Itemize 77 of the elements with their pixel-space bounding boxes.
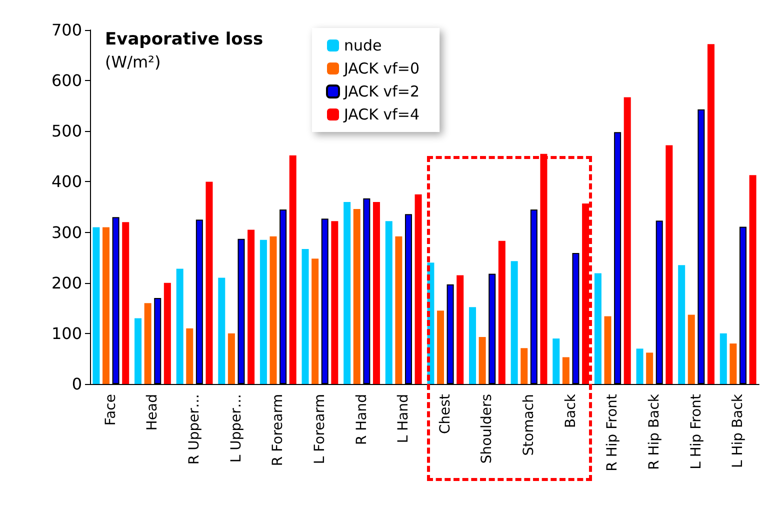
bar [666, 145, 673, 384]
bar [144, 303, 152, 384]
x-tick-label: L Hip Front [688, 393, 704, 470]
bar [312, 258, 319, 384]
bar [594, 273, 602, 384]
bar [176, 268, 184, 384]
y-tick-label: 200 [51, 273, 82, 292]
bar [289, 155, 296, 384]
x-tick-label: L Upper… [228, 394, 244, 463]
y-tick-label: 400 [51, 172, 82, 192]
bar [646, 352, 654, 384]
bar [248, 230, 255, 384]
bar [395, 236, 402, 384]
bar [331, 221, 338, 384]
y-tick-label: 100 [51, 324, 82, 343]
bar [302, 248, 309, 384]
bar [353, 209, 360, 384]
x-tick-label: L Forearm [312, 394, 328, 464]
bar [372, 202, 380, 384]
bar [102, 227, 110, 384]
bar [562, 357, 570, 384]
bar [414, 194, 422, 384]
y-tick-label: 700 [51, 20, 82, 40]
bar [707, 44, 714, 384]
legend-label: JACK vf=4 [343, 106, 420, 124]
x-tick-label: Stomach [521, 394, 538, 456]
legend-label: nude [344, 36, 382, 54]
bar [164, 282, 171, 384]
bar [688, 314, 695, 384]
y-tick-label: 600 [51, 71, 82, 90]
bar [540, 154, 548, 384]
x-tick-label: L Hand [396, 394, 412, 444]
legend-label: JACK vf=2 [343, 82, 420, 100]
bar [218, 278, 226, 384]
y-tick-label: 500 [51, 122, 82, 141]
bar [636, 348, 644, 384]
bar [730, 344, 737, 384]
chart-title: Evaporative loss [105, 30, 264, 50]
bar [437, 310, 444, 384]
bar [510, 261, 518, 384]
bar [582, 203, 590, 384]
x-tick-label: L Hip Back [730, 393, 746, 468]
y-tick-label: 0 [72, 374, 82, 394]
bar [92, 227, 100, 384]
bar [270, 236, 277, 384]
bar [186, 328, 194, 384]
legend-label: JACK vf=0 [343, 60, 420, 78]
bar [206, 182, 213, 384]
x-tick-label: R Forearm [270, 394, 286, 466]
x-tick-label: Head [144, 394, 161, 431]
bar [134, 318, 142, 384]
bar [604, 316, 612, 384]
x-tick-label: R Hip Back [646, 393, 662, 470]
bar [720, 333, 727, 384]
x-tick-label: R Upper… [186, 394, 203, 465]
bar [498, 240, 506, 384]
text: (W/m²) [105, 52, 161, 72]
bar [385, 221, 392, 384]
x-tick-label: R Hand [354, 394, 370, 446]
bar [469, 307, 476, 384]
bar [228, 333, 235, 384]
bar [749, 175, 756, 384]
bar [624, 97, 631, 384]
x-tick-label: Shoulders [479, 394, 496, 464]
x-tick-label: Chest [437, 393, 454, 434]
bar [478, 336, 486, 384]
bar [122, 222, 130, 384]
bar [520, 348, 528, 384]
x-tick-label: R Hip Front [604, 393, 621, 472]
bar [552, 338, 560, 384]
y-tick-label: 300 [51, 222, 82, 242]
bar [678, 265, 686, 384]
bar [456, 275, 464, 384]
bar [344, 202, 351, 384]
x-tick-label: Face [102, 394, 119, 426]
x-tick-label: Back [562, 393, 579, 428]
bar [260, 240, 267, 384]
